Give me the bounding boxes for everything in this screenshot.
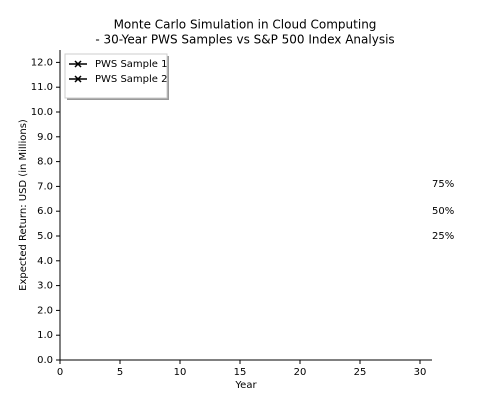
y-tick-label: 3.0 [37,281,53,292]
y-tick-label: 12.0 [31,57,53,68]
x-tick-label: 10 [174,367,187,378]
y-tick-label: 8.0 [37,157,53,168]
legend-box [64,53,168,99]
x-tick-label: 25 [354,367,367,378]
chart-subtitle: - 30-Year PWS Samples vs S&P 500 Index A… [95,33,394,47]
legend-label: PWS Sample 2 [95,74,167,85]
chart-title: Monte Carlo Simulation in Cloud Computin… [114,18,377,32]
y-tick-label: 0.0 [37,355,53,366]
y-tick-label: 6.0 [37,206,53,217]
x-tick-label: 20 [294,367,307,378]
legend-label: PWS Sample 1 [95,59,167,70]
y-tick-label: 5.0 [37,231,53,242]
y-tick-label: 4.0 [37,256,53,267]
x-tick-label: 15 [234,367,247,378]
annotation: 25% [432,231,454,242]
y-tick-label: 11.0 [31,82,53,93]
x-tick-label: 30 [414,367,427,378]
x-tick-label: 5 [117,367,123,378]
x-axis-label: Year [234,380,257,391]
annotation: 75% [432,179,454,190]
y-tick-label: 10.0 [31,107,53,118]
x-tick-label: 0 [57,367,63,378]
y-tick-label: 9.0 [37,132,53,143]
legend-marker [74,60,82,68]
y-tick-label: 2.0 [37,305,53,316]
legend-marker [74,75,82,83]
y-tick-label: 1.0 [37,330,53,341]
y-axis-label: Expected Return: USD (in Millions) [18,119,29,291]
annotation: 50% [432,206,454,217]
y-tick-label: 7.0 [37,181,53,192]
